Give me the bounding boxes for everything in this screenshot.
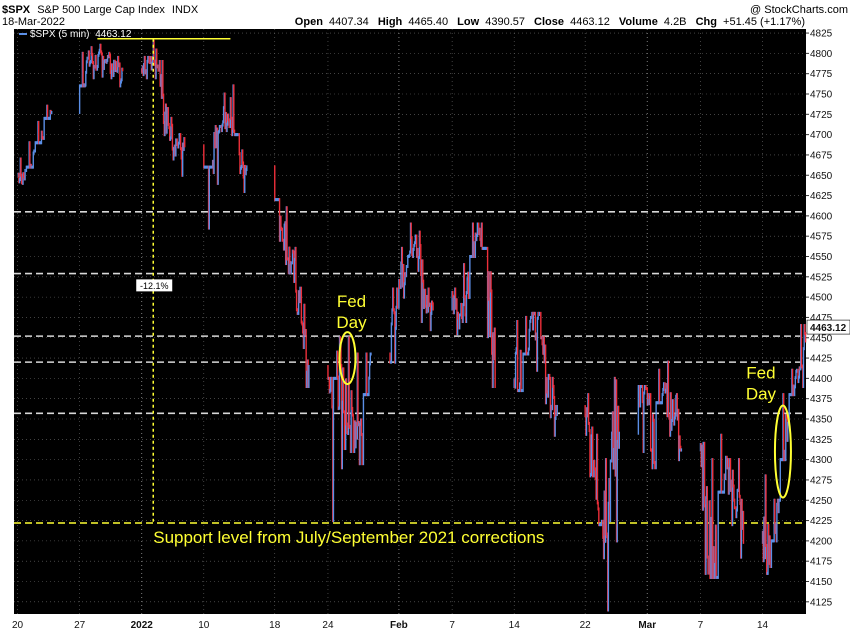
header-ohlc: Open 4407.34 High 4465.40 Low 4390.57 Cl… xyxy=(295,16,805,28)
y-tick-label: 4825 xyxy=(810,29,833,40)
y-tick-label: 4200 xyxy=(810,536,833,547)
y-tick-label: 4275 xyxy=(810,475,833,486)
y-tick-label: 4375 xyxy=(810,394,833,405)
y-tick-label: 4500 xyxy=(810,293,833,304)
x-tick-label: 7 xyxy=(698,620,704,631)
price-bars xyxy=(17,39,807,612)
x-tick-label: 18 xyxy=(269,620,281,631)
y-tick-label: 4475 xyxy=(810,313,833,324)
high-label: High xyxy=(378,16,403,28)
y-tick-label: 4750 xyxy=(810,90,833,101)
high-value: 4465.40 xyxy=(408,16,448,28)
x-tick-label: 2022 xyxy=(131,620,154,631)
y-tick-label: 4800 xyxy=(810,49,833,60)
x-tick-label: 7 xyxy=(449,620,455,631)
x-axis: 20 27 2022 10 18 24 Feb 7 14 22 Mar 7 14 xyxy=(12,620,769,631)
level-lines xyxy=(14,211,806,524)
header-date: 18-Mar-2022 xyxy=(2,16,65,28)
x-tick-label: 24 xyxy=(322,620,334,631)
y-tick-label: 4625 xyxy=(810,191,833,202)
open-label: Open xyxy=(295,16,323,28)
plot-area xyxy=(14,29,806,614)
y-tick-label: 4300 xyxy=(810,455,833,466)
legend-series-value: 4463.12 xyxy=(95,29,132,40)
y-tick-label: 4225 xyxy=(810,516,833,527)
low-value: 4390.57 xyxy=(485,16,525,28)
header-title: $SPX S&P 500 Large Cap Index INDX xyxy=(2,4,199,16)
annotations: -12.1% Fed Day Fed Day Support level from Jul… xyxy=(97,38,792,547)
chg-label: Chg xyxy=(696,16,717,28)
y-tick-label: 4675 xyxy=(810,150,833,161)
legend-series-name: $SPX (5 min) xyxy=(30,29,89,40)
volume-label: Volume xyxy=(619,16,658,28)
y-tick-label: 4400 xyxy=(810,374,833,385)
volume-value: 4.2B xyxy=(664,16,687,28)
x-tick-label: 10 xyxy=(198,620,210,631)
y-tick-label: 4700 xyxy=(810,130,833,141)
chg-value: +51.45 (+1.17%) xyxy=(723,16,805,28)
support-label: Support level from July/September 2021 c… xyxy=(153,528,544,547)
fed-day-ellipse-1 xyxy=(338,331,357,386)
header-name: S&P 500 Large Cap Index xyxy=(37,4,165,16)
y-tick-label: 4600 xyxy=(810,211,833,222)
pct-label: -12.1% xyxy=(140,281,169,291)
y-tick-label: 4150 xyxy=(810,577,833,588)
close-label: Close xyxy=(534,16,564,28)
x-tick-label: 20 xyxy=(12,620,24,631)
header-symbol: $SPX xyxy=(2,4,31,16)
header-brand: @ StockCharts.com xyxy=(750,4,848,16)
close-value: 4463.12 xyxy=(570,16,610,28)
y-axis: 4125 4150 4175 4200 4225 4250 4275 4300 4325 4350… xyxy=(806,29,850,608)
last-value-tag xyxy=(806,319,850,335)
low-label: Low xyxy=(457,16,479,28)
fed-day-label-2: Fed Day xyxy=(746,363,777,403)
y-tick-label: 4350 xyxy=(810,415,833,426)
pct-label-box xyxy=(136,279,173,292)
header-exchange: INDX xyxy=(172,4,199,16)
y-tick-label: 4775 xyxy=(810,69,833,80)
y-tick-label: 4450 xyxy=(810,333,833,344)
y-tick-label: 4725 xyxy=(810,110,833,121)
open-value: 4407.34 xyxy=(329,16,369,28)
fed-day-ellipse-2 xyxy=(773,404,792,499)
x-tick-label: 27 xyxy=(74,620,86,631)
x-tick-label: Mar xyxy=(638,620,656,631)
fed-day-label-1: Fed Day xyxy=(336,292,367,332)
y-tick-label: 4175 xyxy=(810,557,833,568)
y-tick-label: 4425 xyxy=(810,354,833,365)
y-tick-label: 4650 xyxy=(810,171,833,182)
y-tick-label: 4550 xyxy=(810,252,833,263)
y-tick-label: 4125 xyxy=(810,597,833,608)
x-tick-label: 22 xyxy=(580,620,592,631)
x-tick-label: 14 xyxy=(509,620,521,631)
y-tick-label: 4325 xyxy=(810,435,833,446)
y-tick-label: 4250 xyxy=(810,496,833,507)
grid-lines xyxy=(14,29,806,614)
y-tick-label: 4575 xyxy=(810,232,833,243)
x-tick-label: Feb xyxy=(390,620,408,631)
x-tick-label: 14 xyxy=(757,620,769,631)
series-legend: $SPX (5 min) 4463.12 xyxy=(19,29,132,40)
legend-label: $SPX (5 min) 4463.12 xyxy=(30,29,132,40)
last-value-label: 4463.12 xyxy=(810,323,847,334)
y-tick-label: 4525 xyxy=(810,272,833,283)
